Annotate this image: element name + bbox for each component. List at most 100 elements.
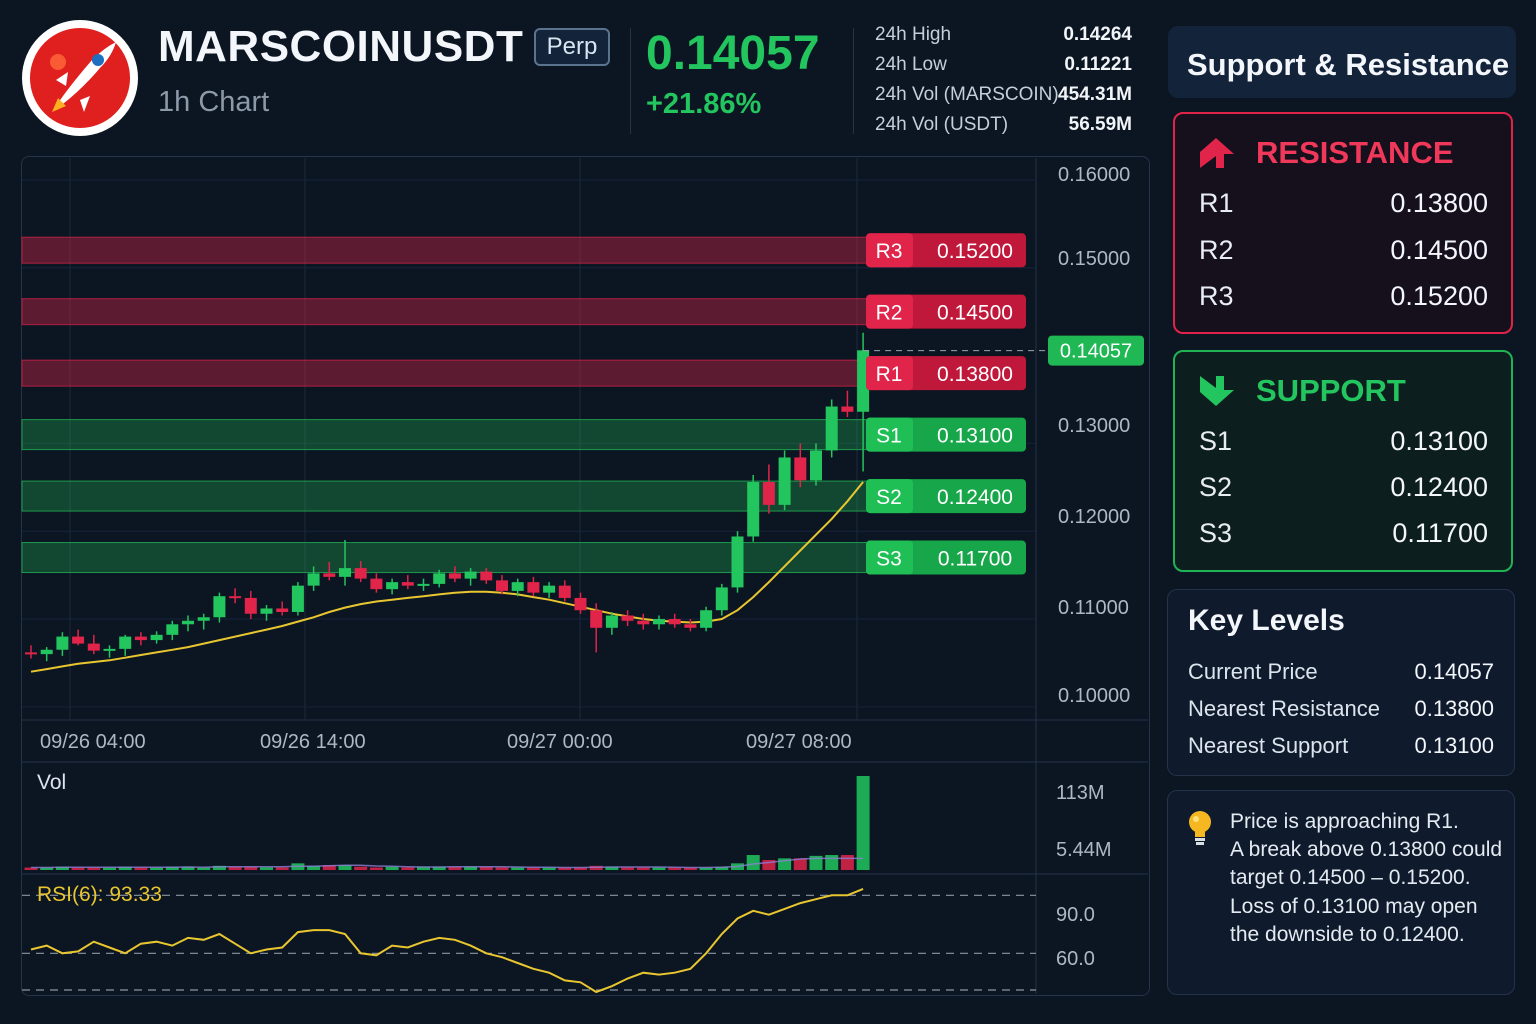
- volume-bar: [212, 865, 226, 870]
- price-chart[interactable]: 0.14057 R3 0.15200 R2 0.14500 R1 0.13800 S1 0.13…: [0, 0, 1160, 1000]
- chart-panel[interactable]: [21, 156, 1150, 996]
- candle-body: [448, 573, 461, 579]
- candle-body: [417, 583, 430, 586]
- support-panel: [1173, 350, 1513, 572]
- stat-label-vol-coin: 24h Vol (MARSCOIN): [875, 84, 1059, 105]
- candle-body: [496, 580, 508, 591]
- candle-body: [433, 573, 446, 584]
- candle: [87, 634, 100, 655]
- candle: [590, 603, 603, 653]
- candle-body: [339, 568, 351, 577]
- current-price-tag: [1048, 335, 1144, 366]
- volume-bar: [495, 867, 509, 870]
- volume-bar: [385, 866, 399, 870]
- candle-body: [229, 596, 242, 599]
- support-level-value: 0.11700: [1392, 518, 1488, 548]
- level-tag-name-bg: [866, 417, 913, 452]
- moving-average-line: [30, 481, 864, 673]
- support-tag: S2 0.12400: [866, 479, 1026, 514]
- candle: [527, 576, 540, 597]
- rsi-line: [30, 887, 864, 994]
- candle-body: [527, 582, 540, 593]
- candle: [370, 573, 383, 593]
- volume-axis-label: 113M: [1056, 782, 1105, 804]
- candle-body: [731, 536, 744, 588]
- symbol-title: MARSCOINUSDT: [158, 22, 524, 71]
- key-level-label: Nearest Support: [1188, 733, 1349, 758]
- candle-body: [700, 610, 713, 628]
- candle: [417, 578, 430, 591]
- price-change-percent: +21.86%: [646, 88, 762, 120]
- candle: [715, 583, 728, 616]
- level-tag-value: 0.11700: [938, 548, 1012, 571]
- analysis-note-panel: [1167, 790, 1515, 995]
- volume-bar: [825, 855, 839, 870]
- volume-bar: [87, 867, 101, 870]
- candle: [25, 645, 37, 659]
- candle-body: [684, 624, 697, 628]
- candle-body: [621, 615, 634, 621]
- candle-body: [307, 573, 320, 586]
- candle-body: [244, 597, 257, 614]
- candle: [684, 619, 697, 632]
- volume-bar: [762, 860, 776, 870]
- candle-body: [715, 587, 728, 611]
- volume-bar: [652, 867, 666, 870]
- volume-bar: [542, 867, 556, 870]
- candle-body: [323, 573, 336, 577]
- candle-body: [40, 649, 53, 655]
- candle-body: [794, 457, 807, 481]
- candle: [762, 464, 775, 514]
- volume-bar: [134, 867, 148, 870]
- candle-body: [166, 624, 179, 635]
- key-level-label: Nearest Resistance: [1188, 696, 1380, 721]
- candle: [668, 613, 681, 628]
- contract-type-badge: Perp: [534, 28, 610, 66]
- lightbulb-icon: [1184, 808, 1216, 853]
- volume-bar: [165, 866, 179, 870]
- candle: [354, 561, 367, 583]
- sr-title-box: [1168, 26, 1516, 98]
- candle: [825, 399, 838, 458]
- candle-body: [574, 597, 587, 611]
- level-tag-name: R1: [876, 363, 903, 386]
- level-tag-name: S1: [876, 425, 902, 448]
- candle-body: [354, 568, 367, 579]
- time-axis-label: 09/27 00:00: [507, 731, 613, 753]
- rsi-axis-label: 90.0: [1056, 904, 1095, 926]
- volume-bar: [228, 866, 242, 870]
- volume-bar: [197, 867, 211, 870]
- stat-label-low: 24h Low: [875, 54, 947, 75]
- candle-body: [668, 619, 681, 625]
- candle: [448, 566, 461, 583]
- level-tag-value: 0.15200: [937, 240, 1013, 263]
- level-tag-value: 0.13800: [937, 363, 1013, 386]
- time-axis-label: 09/26 14:00: [260, 731, 366, 753]
- volume-bar: [683, 867, 697, 870]
- volume-bar: [511, 867, 525, 870]
- timeframe-label: 1h Chart: [158, 86, 270, 118]
- volume-bar: [322, 865, 336, 870]
- candle-body: [370, 578, 383, 590]
- candle: [291, 582, 304, 616]
- arrow-down-icon: [1198, 372, 1236, 415]
- candle-body: [637, 620, 650, 625]
- key-levels-title: Key Levels: [1188, 604, 1345, 637]
- level-tag-name-bg: [866, 356, 913, 391]
- support-tag: S1 0.13100: [866, 417, 1026, 452]
- volume-bar: [103, 867, 116, 870]
- support-band: [21, 542, 869, 574]
- time-axis-label: 09/26 04:00: [40, 731, 146, 753]
- note-line: A break above 0.13800 could: [1230, 838, 1503, 861]
- candle: [386, 578, 399, 595]
- volume-bar: [809, 855, 823, 870]
- candle: [197, 613, 210, 630]
- rsi-pane-label: RSI(6): 93.33: [37, 883, 162, 906]
- candle-body: [825, 406, 838, 451]
- price-axis-label: 0.10000: [1058, 685, 1131, 707]
- candle: [166, 620, 179, 641]
- candle: [496, 575, 508, 595]
- key-levels-panel: [1167, 589, 1515, 776]
- support-band: [21, 419, 869, 451]
- volume-bar: [479, 866, 493, 870]
